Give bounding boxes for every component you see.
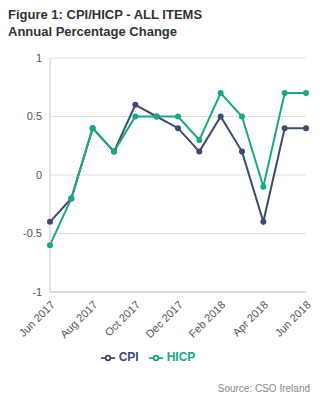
svg-text:Feb 2018: Feb 2018 [186,298,227,339]
html-text:Source: CSO Ireland: Source: CSO Ireland [217,383,310,394]
html-text:HICP: HICP [166,350,196,364]
svg-text:Dec 2017: Dec 2017 [143,298,185,340]
svg-text:0.5: 0.5 [27,110,42,122]
svg-text:Oct 2017: Oct 2017 [102,298,142,338]
svg-text:0: 0 [36,169,42,181]
svg-text:Aug 2017: Aug 2017 [58,298,100,340]
svg-text:-1: -1 [32,286,42,298]
svg-text:Jun 2018: Jun 2018 [272,298,312,338]
html-text:CPI: CPI [118,350,139,364]
svg-text:Jun 2017: Jun 2017 [16,298,56,338]
svg-text:Apr 2018: Apr 2018 [230,298,270,338]
svg-text:1: 1 [36,52,42,64]
html-text:Figure 1: CPI/HICP - ALL ITEMS: Figure 1: CPI/HICP - ALL ITEMS Annual Pe… [8,7,203,39]
svg-text:-0.5: -0.5 [23,227,42,239]
